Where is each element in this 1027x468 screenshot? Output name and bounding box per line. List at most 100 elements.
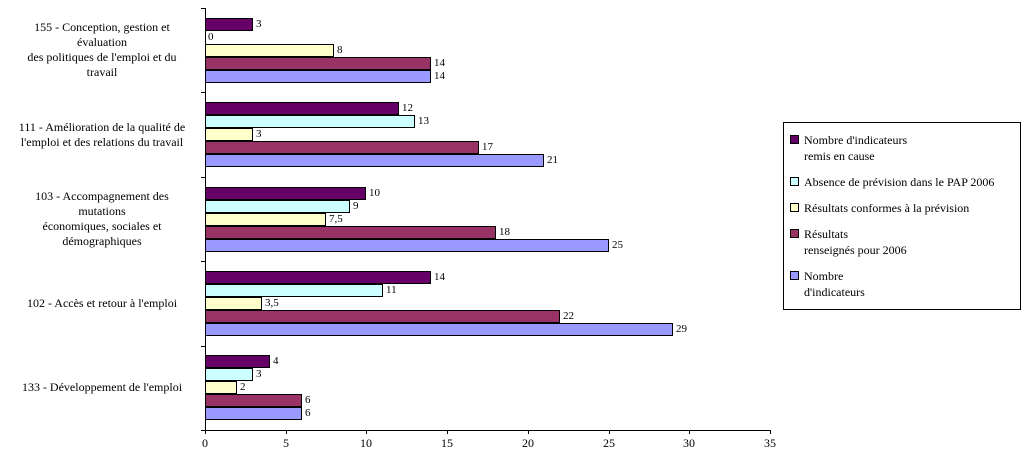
category-label-line: mutations (78, 203, 126, 218)
bar (205, 128, 253, 141)
bar-value-label: 14 (434, 271, 445, 283)
bar (205, 115, 415, 128)
bar-value-label: 25 (612, 239, 623, 251)
legend-label-line: remis en cause (804, 149, 875, 163)
bar (205, 297, 262, 310)
category-label: 155 - Conception, gestion et évaluation de… (2, 8, 202, 92)
bar-value-label: 12 (402, 102, 413, 114)
x-tick-label: 35 (764, 436, 776, 450)
category-label-line: des politiques de l'emploi et du (27, 50, 177, 65)
legend-label-line: Nombre (804, 269, 844, 283)
category-label: 102 - Accès et retour à l'emploi (2, 261, 202, 345)
legend-label: Résultats conformes à la prévision (804, 200, 969, 216)
bar-value-label: 17 (482, 141, 493, 153)
category-label-line: 102 - Accès et retour à l'emploi (26, 295, 178, 310)
bar-value-label: 3 (256, 128, 262, 140)
bar-value-label: 14 (434, 57, 445, 69)
x-tick-mark (286, 430, 287, 434)
bar-value-label: 29 (676, 323, 687, 335)
bar-value-label: 10 (369, 187, 380, 199)
legend-swatch (790, 271, 799, 280)
bar-value-label: 3 (256, 368, 262, 380)
x-tick-mark (609, 430, 610, 434)
bar (205, 187, 366, 200)
bar (205, 57, 431, 70)
x-tick-mark (366, 430, 367, 434)
bar (205, 44, 334, 57)
legend-swatch (790, 177, 799, 186)
bar (205, 368, 253, 381)
bar-value-label: 13 (418, 115, 429, 127)
category-label: 111 - Amélioration de la qualité de l'emp… (2, 92, 202, 176)
bar (205, 200, 350, 213)
legend-label-line: Absence de prévision dans le PAP 2006 (804, 175, 995, 189)
y-tick-mark (201, 346, 205, 347)
legend-label-line: d'indicateurs (804, 285, 865, 299)
bar (205, 141, 479, 154)
bar (205, 323, 673, 336)
bar (205, 394, 302, 407)
legend-item: Nombre d'indicateurs remis en cause (790, 132, 1014, 164)
x-tick-label: 15 (441, 436, 453, 450)
x-tick-label: 0 (202, 436, 208, 450)
category-label-line: l'emploi et des relations du travail (20, 134, 184, 149)
category-label-line: 111 - Amélioration de la qualité de (18, 119, 186, 134)
legend-label: Absence de prévision dans le PAP 2006 (804, 174, 994, 190)
x-tick-mark (770, 430, 771, 434)
x-tick-label: 5 (283, 436, 289, 450)
legend-label-line: Résultats (804, 227, 848, 241)
legend-item: Résultats conformes à la prévision (790, 200, 1014, 216)
legend-label: Nombre d'indicateurs (804, 268, 865, 300)
bar-value-label: 6 (305, 407, 311, 419)
category-label: 133 - Développement de l'emploi (2, 346, 202, 430)
bar (205, 284, 383, 297)
legend-item: Nombre d'indicateurs (790, 268, 1014, 300)
bar (205, 70, 431, 83)
bar-value-label: 3 (256, 18, 262, 30)
category-label: 103 - Accompagnement des mutations économi… (2, 177, 202, 261)
legend-label-line: Résultats conformes à la prévision (804, 201, 970, 215)
x-tick-label: 10 (360, 436, 372, 450)
bar-value-label: 2 (240, 381, 246, 393)
bar-value-label: 3,5 (265, 297, 279, 309)
legend-label: Résultats renseignés pour 2006 (804, 226, 907, 258)
bar-value-label: 8 (337, 44, 343, 56)
bar (205, 226, 496, 239)
bar (205, 213, 326, 226)
legend-label-line: renseignés pour 2006 (804, 243, 907, 257)
legend-swatch (790, 203, 799, 212)
category-label-line: 155 - Conception, gestion et (34, 20, 170, 35)
bar-value-label: 9 (353, 200, 359, 212)
bar (205, 102, 399, 115)
bar (205, 355, 270, 368)
bar (205, 154, 544, 167)
legend-label-line: Nombre d'indicateurs (804, 133, 908, 147)
bar-value-label: 0 (208, 31, 214, 43)
legend-swatch (790, 229, 799, 238)
bar (205, 271, 431, 284)
bar-value-label: 21 (547, 154, 558, 166)
bar (205, 239, 609, 252)
legend-label: Nombre d'indicateurs remis en cause (804, 132, 907, 164)
bar-value-label: 11 (386, 284, 397, 296)
category-label-line: 103 - Accompagnement des (35, 188, 169, 203)
y-tick-mark (201, 8, 205, 9)
bar (205, 407, 302, 420)
legend: Nombre d'indicateurs remis en cause Absenc… (783, 122, 1021, 310)
x-tick-label: 20 (522, 436, 534, 450)
bar (205, 381, 237, 394)
y-tick-mark (201, 92, 205, 93)
bar (205, 310, 560, 323)
bar-value-label: 7,5 (329, 213, 343, 225)
bar-value-label: 4 (273, 355, 279, 367)
bar-value-label: 14 (434, 70, 445, 82)
x-axis-line (205, 430, 771, 431)
y-tick-mark (201, 261, 205, 262)
category-label-line: démographiques (62, 233, 142, 248)
bar (205, 18, 253, 31)
y-tick-mark (201, 177, 205, 178)
bar-value-label: 6 (305, 394, 311, 406)
legend-item: Absence de prévision dans le PAP 2006 (790, 174, 1014, 190)
x-tick-mark (205, 430, 206, 434)
